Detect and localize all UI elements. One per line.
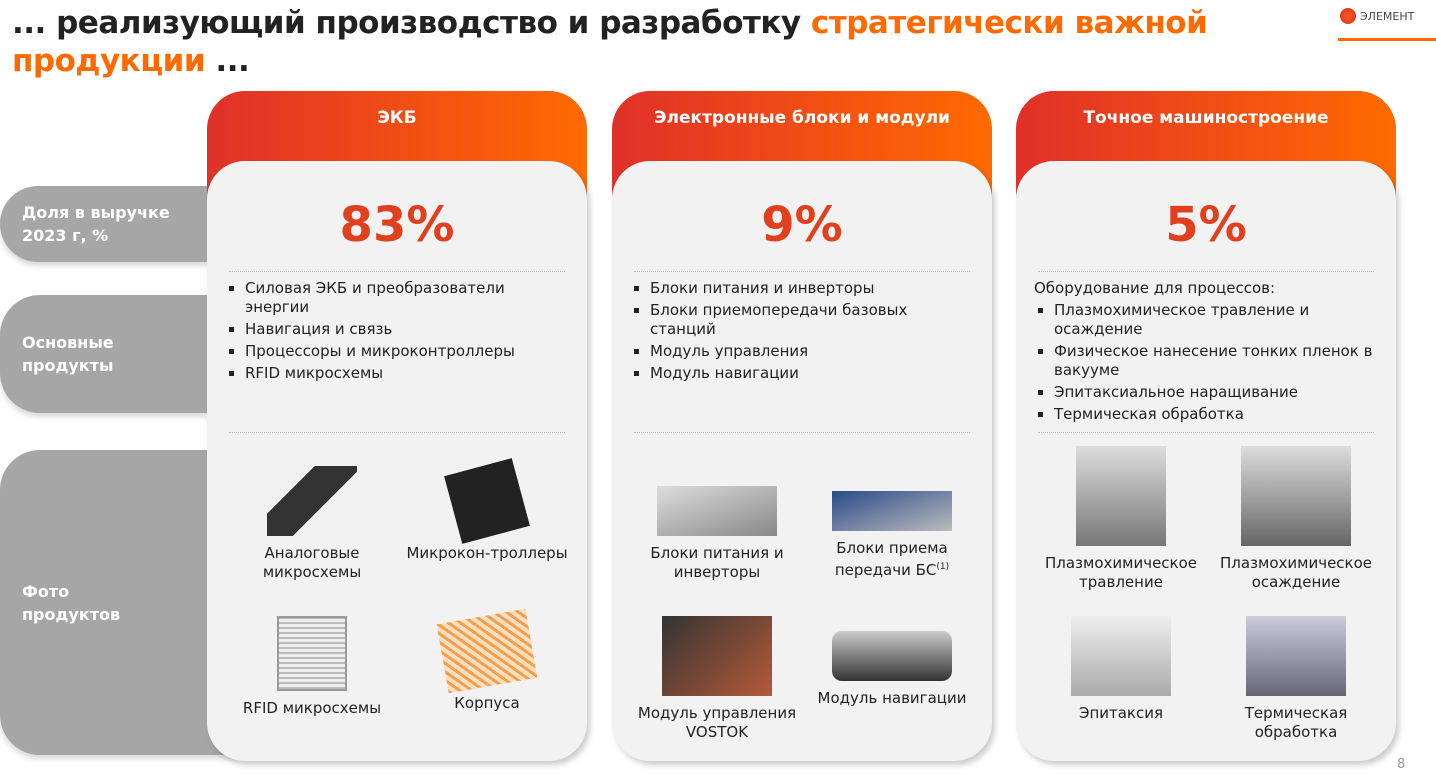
- revenue-share: 9%: [761, 197, 843, 253]
- list-item: Процессоры и микроконтроллеры: [225, 342, 571, 361]
- product-image: [436, 608, 538, 694]
- product-list: Блоки питания и инверторы Блоки приемопер…: [630, 279, 976, 386]
- product-image: [267, 466, 357, 536]
- column-card: Точное машиностроение 5% Оборудование дл…: [1016, 91, 1396, 761]
- logo-text: ЭЛЕМЕНТ: [1360, 9, 1415, 23]
- divider: [229, 432, 565, 433]
- revenue-share: 5%: [1165, 197, 1247, 253]
- divider: [1038, 271, 1374, 272]
- product-label: Микрокон-троллеры: [406, 544, 568, 562]
- product-label: Аналоговые микросхемы: [262, 544, 362, 581]
- list-item: RFID микросхемы: [225, 364, 571, 383]
- product-photo: RFID микросхемы: [222, 616, 402, 718]
- column-card: Электронные блоки и модули 9% Блоки пита…: [612, 91, 992, 761]
- row-label-text: Фото продуктов: [22, 581, 121, 624]
- product-label: Плазмохимическое осаждение: [1219, 554, 1373, 591]
- list-intro: Оборудование для процессов:: [1034, 279, 1276, 297]
- product-photo: Аналоговые микросхемы: [222, 466, 402, 582]
- product-photo: Эпитаксия: [1031, 616, 1211, 723]
- row-label-photos: Фото продуктов: [0, 450, 240, 755]
- product-image: [1241, 446, 1351, 546]
- product-photo: Корпуса: [397, 608, 577, 713]
- product-image: [657, 486, 777, 536]
- page-title: ... реализующий производство и разработк…: [12, 4, 1262, 80]
- product-image: [832, 631, 952, 681]
- title-highlight: стратегически важной: [810, 5, 1208, 41]
- list-item: Модуль навигации: [630, 364, 976, 383]
- list-item: Навигация и связь: [225, 320, 571, 339]
- list-item: Плазмохимическое травление и осаждение: [1034, 301, 1380, 339]
- title-text: ... реализующий производство и разработк…: [12, 5, 811, 41]
- divider: [634, 271, 970, 272]
- product-image: [444, 458, 530, 544]
- product-image: [1246, 616, 1346, 696]
- row-label-text: Доля в выручке 2023 г, %: [22, 203, 170, 245]
- product-photo: Термическая обработка: [1206, 616, 1386, 742]
- product-photo: Блоки приема передачи БС(1): [802, 466, 982, 580]
- divider: [1038, 432, 1374, 433]
- divider: [634, 432, 970, 433]
- product-photo: Плазмохимическое травление: [1031, 446, 1211, 592]
- product-image: [662, 616, 772, 696]
- list-item: Силовая ЭКБ и преобразователи энергии: [225, 279, 571, 317]
- column-body: 5% Оборудование для процессов: Плазмохим…: [1016, 161, 1396, 761]
- product-label: Блоки питания и инверторы: [650, 544, 784, 581]
- product-photo: Модуль управления VOSTOK: [627, 616, 807, 742]
- list-item: Эпитаксиальное наращивание: [1034, 383, 1380, 402]
- product-image: [277, 616, 347, 691]
- row-label-text: Основные продукты: [22, 333, 114, 375]
- revenue-share: 83%: [339, 197, 455, 253]
- product-list: Оборудование для процессов: Плазмохимиче…: [1034, 279, 1380, 427]
- column-card: ЭКБ 83% Силовая ЭКБ и преобразователи эн…: [207, 91, 587, 761]
- product-photo: Модуль навигации: [802, 616, 982, 708]
- list-item: Блоки питания и инверторы: [630, 279, 976, 298]
- footnote-mark: (1): [936, 562, 950, 572]
- row-label-products: Основные продукты: [0, 295, 240, 413]
- row-label-revenue: Доля в выручке 2023 г, %: [0, 186, 240, 262]
- product-image: [832, 491, 952, 531]
- product-image: [1071, 616, 1171, 696]
- list-item: Физическое нанесение тонких пленок в вак…: [1034, 342, 1380, 380]
- product-label: Плазмохимическое травление: [1044, 554, 1198, 591]
- list-item: Модуль управления: [630, 342, 976, 361]
- divider: [229, 271, 565, 272]
- list-item: Термическая обработка: [1034, 405, 1380, 424]
- logo-icon: [1340, 8, 1356, 24]
- column-body: 9% Блоки питания и инверторы Блоки приемо…: [612, 161, 992, 761]
- product-label: RFID микросхемы: [242, 699, 382, 717]
- product-label: Эпитаксия: [1078, 704, 1164, 722]
- column-body: 83% Силовая ЭКБ и преобразователи энерги…: [207, 161, 587, 761]
- title-highlight: продукции: [12, 43, 206, 79]
- list-item: Блоки приемопередачи базовых станций: [630, 301, 976, 339]
- title-text: ...: [205, 43, 250, 79]
- product-photo: Плазмохимическое осаждение: [1206, 446, 1386, 592]
- product-label: Термическая обработка: [1244, 704, 1348, 741]
- product-label: Модуль навигации: [817, 689, 967, 707]
- product-label: Модуль управления VOSTOK: [637, 704, 797, 741]
- page-number: 8: [1397, 757, 1406, 772]
- logo-underline: [1338, 38, 1436, 41]
- product-label: Блоки приема передачи БС: [834, 539, 948, 579]
- product-photo: Блоки питания и инверторы: [627, 466, 807, 582]
- product-list: Силовая ЭКБ и преобразователи энергии Нав…: [225, 279, 571, 386]
- product-photo: Микрокон-троллеры: [397, 458, 577, 563]
- product-label: Корпуса: [454, 694, 520, 712]
- product-image: [1076, 446, 1166, 546]
- logo: ЭЛЕМЕНТ: [1340, 8, 1414, 24]
